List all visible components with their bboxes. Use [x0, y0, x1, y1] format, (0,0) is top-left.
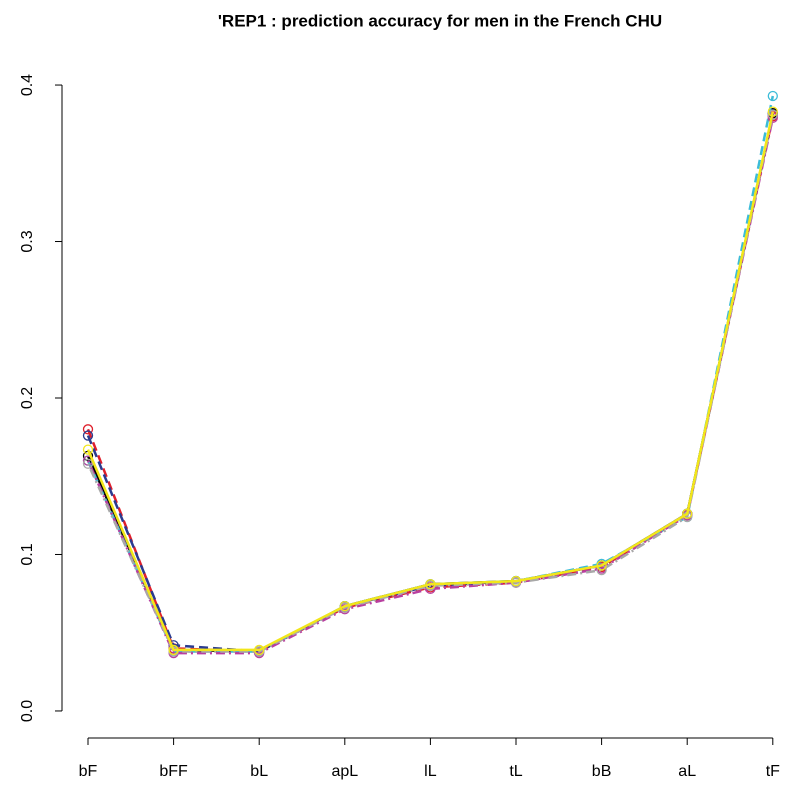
- series-point: [767, 106, 778, 117]
- x-tick-label: lL: [424, 763, 437, 780]
- y-tick-label: 0.3: [19, 230, 36, 252]
- series-point: [82, 444, 94, 455]
- series-point: [425, 579, 436, 590]
- series-point: [767, 90, 778, 102]
- series-point: [339, 600, 350, 612]
- series-line: [86, 112, 775, 653]
- x-tick-label: aL: [678, 763, 696, 780]
- x-tick-label: apL: [331, 763, 358, 780]
- x-tick-label: bB: [592, 763, 612, 780]
- series-point: [82, 458, 94, 469]
- x-tick-label: bFF: [159, 763, 188, 780]
- series-line: [86, 111, 775, 652]
- series-point: [767, 109, 778, 120]
- y-tick-label: 0.2: [19, 387, 36, 409]
- y-tick-label: 0.0: [19, 700, 36, 722]
- series-point: [82, 424, 94, 435]
- y-tick-label: 0.1: [19, 543, 36, 565]
- series-line: [86, 114, 775, 653]
- series-point: [82, 430, 94, 441]
- x-tick-label: tL: [509, 763, 522, 780]
- series-point: [254, 644, 265, 656]
- x-tick-label: bF: [79, 763, 98, 780]
- series-point: [510, 575, 522, 587]
- series-point: [682, 508, 693, 519]
- x-tick-label: tF: [766, 763, 780, 780]
- series-line: [86, 116, 775, 653]
- series-line: [86, 95, 775, 653]
- series-line: [86, 117, 775, 655]
- chart-title: 'REP1 : prediction accuracy for men in t…: [218, 11, 662, 30]
- x-tick-label: bL: [250, 763, 268, 780]
- series-point: [596, 560, 607, 571]
- y-tick-label: 0.4: [19, 74, 36, 96]
- series-line: [86, 114, 775, 653]
- series-point: [168, 644, 179, 656]
